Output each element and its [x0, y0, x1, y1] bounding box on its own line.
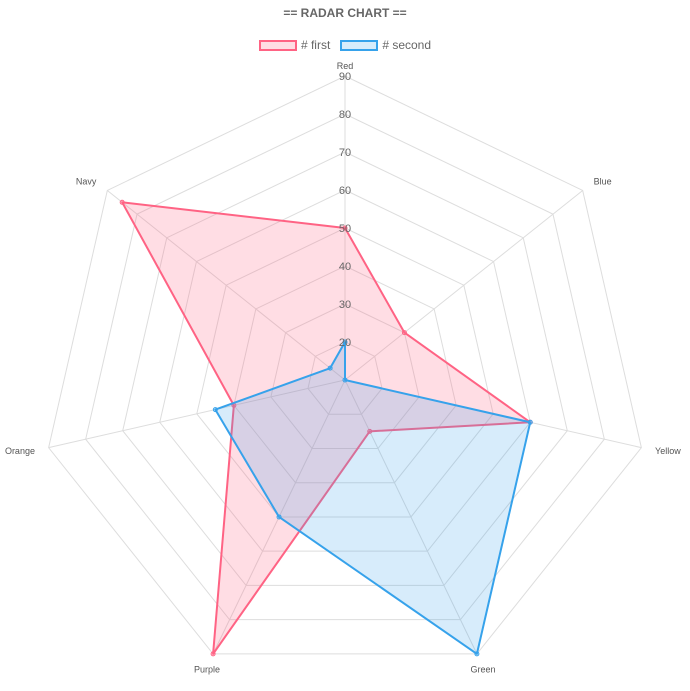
series-2-point-orange [212, 407, 218, 413]
series-area-1 [121, 201, 532, 655]
grid-ring-40 [233, 265, 457, 484]
axis-label-orange: Orange [5, 446, 35, 456]
series-1-point-blue [401, 330, 407, 336]
series-2-point-red [342, 339, 348, 345]
legend-label-first: # first [300, 38, 331, 52]
series-2-point-yellow [527, 419, 533, 425]
grid-ring-60 [159, 189, 531, 552]
series-1-point-red [342, 225, 348, 231]
grid-ring-80 [85, 113, 605, 621]
tick-label-70: 70 [339, 147, 351, 159]
legend-label-second: # second [382, 38, 432, 52]
series-2-point-purple [276, 514, 282, 520]
legend-swatch-second [340, 39, 379, 51]
legend-item-first[interactable]: # first [258, 38, 331, 52]
axis-label-navy: Navy [76, 177, 97, 187]
legend-swatch-first [258, 39, 297, 51]
tick-label-20: 20 [339, 337, 351, 349]
grid-spoke-orange [48, 379, 346, 449]
series-2-point-blue [342, 377, 348, 383]
tick-label-50: 50 [339, 223, 351, 235]
grid-ring-50 [196, 227, 494, 518]
grid-spoke-green [344, 379, 478, 655]
axis-label-green: Green [470, 665, 495, 675]
tick-label-90: 90 [339, 71, 351, 83]
tick-label-40: 40 [339, 261, 351, 273]
chart-title: == RADAR CHART == [283, 6, 407, 20]
series-area-2 [214, 341, 532, 655]
axis-label-blue: Blue [594, 177, 612, 187]
tick-label-30: 30 [339, 299, 351, 311]
axis-label-purple: Purple [194, 665, 220, 675]
series-2-point-green [474, 651, 480, 657]
axis-label-red: Red [337, 61, 354, 71]
series-1-point-navy [119, 199, 125, 205]
grid-ring-30 [270, 303, 420, 449]
grid-spoke-blue [344, 190, 583, 381]
series-2-point-navy [327, 365, 333, 371]
grid-ring-20 [307, 341, 383, 415]
legend: # first # second [0, 38, 690, 52]
tick-label-60: 60 [339, 185, 351, 197]
axis-label-yellow: Yellow [655, 446, 681, 456]
grid-ring-90 [48, 75, 642, 655]
legend-item-second[interactable]: # second [340, 38, 431, 52]
grid-spoke-navy [107, 190, 346, 381]
series-1-point-green [367, 428, 373, 434]
series-1-point-purple [210, 651, 216, 657]
tick-label-80: 80 [339, 109, 351, 121]
